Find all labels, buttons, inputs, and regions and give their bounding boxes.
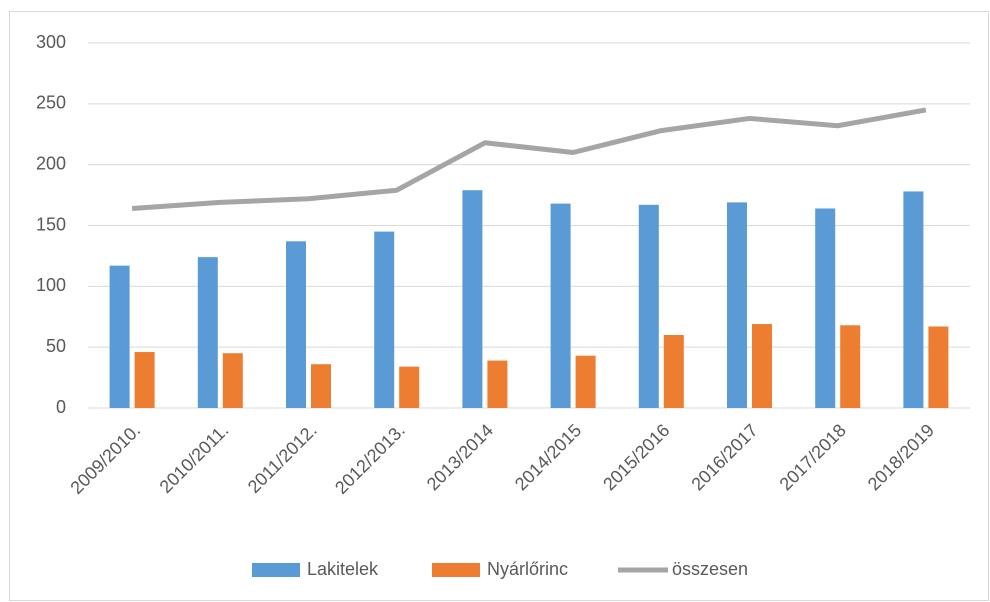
bar <box>815 208 836 408</box>
bar <box>550 203 571 408</box>
bar <box>286 241 306 408</box>
line <box>131 107 927 211</box>
bar <box>727 202 747 408</box>
bar <box>903 191 924 408</box>
chart-frame <box>9 11 989 601</box>
y-tick-label: 300 <box>36 32 66 52</box>
bar <box>462 190 483 408</box>
y-tick-label: 100 <box>36 275 66 295</box>
bar <box>134 352 155 408</box>
y-tick-label: 200 <box>36 153 66 173</box>
y-tick-label: 50 <box>46 336 66 356</box>
bar <box>663 335 684 408</box>
bar <box>752 324 772 408</box>
bar <box>638 204 659 408</box>
bar <box>311 364 331 408</box>
bar <box>197 257 218 408</box>
legend-swatch <box>432 563 480 577</box>
y-tick-label: 250 <box>36 93 66 113</box>
legend-swatch <box>252 563 300 577</box>
bar <box>575 355 596 408</box>
bar <box>928 326 949 408</box>
bar <box>222 353 243 408</box>
y-tick-label: 150 <box>36 214 66 234</box>
bar <box>109 265 130 408</box>
legend-label: Nyárlőrinc <box>487 559 568 579</box>
legend-label: Lakitelek <box>307 559 379 579</box>
bar <box>399 366 420 408</box>
bar <box>840 325 861 408</box>
y-tick-label: 0 <box>56 397 66 417</box>
bar <box>487 360 508 408</box>
legend-label: összesen <box>672 559 748 579</box>
bar <box>374 231 395 408</box>
